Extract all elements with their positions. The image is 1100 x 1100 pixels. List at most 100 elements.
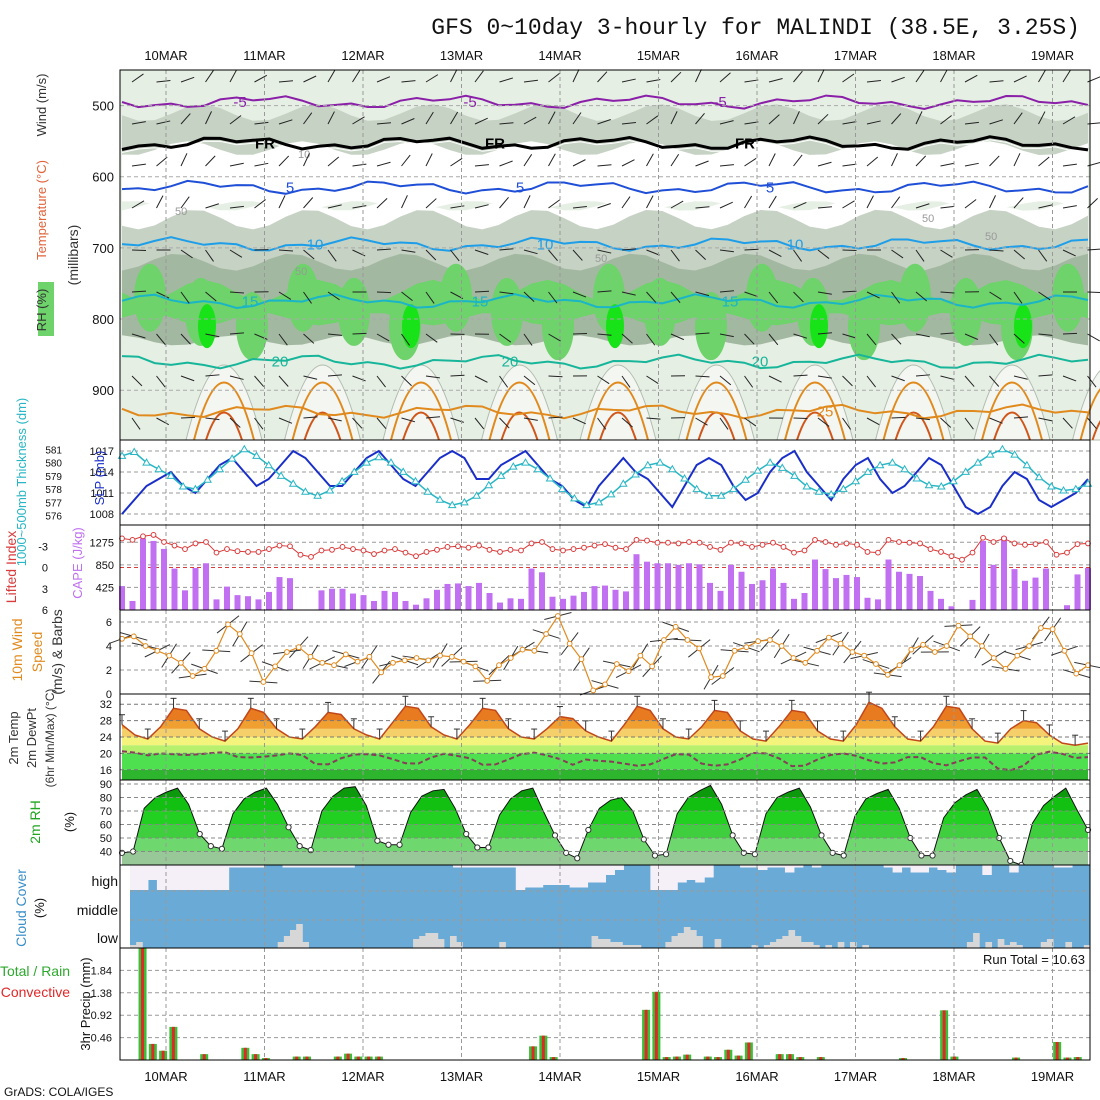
lifted-index-point [1022, 541, 1028, 548]
isotherm-label: 10 [787, 236, 804, 253]
high-cloud-bar [533, 865, 544, 888]
wind-barb [1038, 417, 1053, 422]
temp-band [122, 769, 1088, 780]
high-cloud-bar [461, 865, 472, 868]
rh-tick-label: 70 [100, 806, 112, 818]
wind-label: Wind (m/s) [34, 74, 49, 137]
thickness-point [729, 484, 738, 493]
lifted-index-point [213, 549, 220, 556]
wind-barb [450, 291, 464, 299]
wind-speed-point [873, 661, 879, 667]
cape-bar [665, 563, 671, 610]
wind-barb [327, 333, 342, 336]
low-cloud-bar [1003, 945, 1011, 948]
wind-barb [474, 290, 490, 293]
wind-barb [401, 417, 416, 423]
cloud-axis-title: Cloud Cover [13, 869, 29, 947]
wind-speed-point [201, 665, 208, 672]
thickness-tick-label: 581 [45, 445, 62, 456]
rh-plume [134, 263, 166, 332]
date-tick-top: 19MAR [1031, 48, 1074, 63]
rh-plume [695, 292, 727, 361]
wind-barb [989, 119, 1004, 125]
thickness-point [631, 470, 640, 478]
wind-barb [891, 76, 905, 83]
wind-barb [131, 73, 144, 83]
precip-convective-bar [819, 1057, 823, 1060]
cape-bar [119, 586, 125, 610]
wind-barb [940, 69, 948, 83]
wind-barb [523, 116, 537, 125]
wind-barb [401, 80, 416, 83]
wind-barb [817, 375, 832, 379]
wind-barb [695, 375, 710, 378]
cape-bar [864, 597, 871, 610]
rh-plume [236, 292, 268, 361]
lifted-index-point [780, 544, 787, 550]
wind-barb [719, 333, 734, 338]
wind-barb [352, 163, 367, 167]
precip-convective-bar [788, 1054, 792, 1060]
wind-barb [205, 291, 217, 302]
precip-convective-bar [367, 1056, 371, 1060]
wind-barb [352, 116, 365, 125]
wind-barb [1013, 153, 1021, 167]
cape-bar [518, 598, 524, 610]
wind-speed-point [590, 687, 597, 694]
isotherm-30-lobe [402, 411, 440, 441]
high-cloud-bar [578, 865, 589, 888]
wind-speed-point [955, 622, 962, 629]
wind-barb [352, 205, 367, 209]
high-cloud-bar [327, 865, 337, 868]
li-tick-label: 6 [42, 605, 48, 617]
cape-bar [413, 604, 419, 610]
wind-barb [327, 291, 340, 301]
wind-speed-point [1002, 665, 1009, 672]
wind-barb [376, 375, 386, 388]
high-cloud-bar [758, 865, 768, 870]
wind-barb [229, 249, 243, 258]
precip-panel: 1.84 1.38 0.92 0.46 Run Total = 10.63 Total /… [0, 948, 1090, 1060]
rh-plume [899, 263, 931, 332]
wind-barb [964, 74, 978, 83]
rh-units-title: (%) [62, 812, 77, 832]
isotherm-30-lobe [993, 411, 1031, 441]
wind-barb [548, 153, 556, 167]
thickness-point [239, 444, 249, 453]
wind-barb [131, 200, 145, 209]
date-tick-bottom: 15MAR [637, 1069, 680, 1084]
thickness-point [374, 452, 384, 461]
cape-bar [1001, 536, 1007, 610]
wind-speed-point [767, 637, 773, 643]
cape-bar [234, 595, 241, 610]
wind-barb [768, 291, 779, 304]
wind-barb [744, 121, 759, 125]
high-cloud-bar [775, 865, 786, 868]
wind-barb [131, 290, 147, 293]
isotherm-label: -5 [463, 94, 476, 111]
cape-bar [350, 593, 356, 610]
cape-bar [276, 577, 283, 610]
isotherm-label: 10 [537, 236, 554, 253]
cape-bar [161, 548, 167, 610]
lifted-index-point [539, 539, 545, 545]
low-cloud-bar [616, 942, 623, 948]
wind-barb [768, 249, 782, 258]
wind-barb [646, 153, 654, 167]
thickness-point [765, 458, 775, 466]
wind-barb [866, 375, 877, 388]
wind-axis-title: 10m Wind [9, 618, 25, 681]
isotherm-label: 5 [766, 179, 774, 196]
wind-barb [866, 291, 880, 299]
rh-line [121, 784, 1089, 866]
wind-barb [425, 333, 438, 343]
wind-barb [131, 375, 143, 387]
wind-barb [817, 249, 830, 259]
thickness-point [582, 500, 592, 509]
cape-bar [833, 578, 839, 610]
wind-barb [278, 155, 290, 167]
cape-bar [854, 577, 860, 610]
high-cloud-bar [130, 865, 140, 890]
thickness-point [1034, 472, 1044, 481]
lifted-index-point [486, 546, 493, 553]
